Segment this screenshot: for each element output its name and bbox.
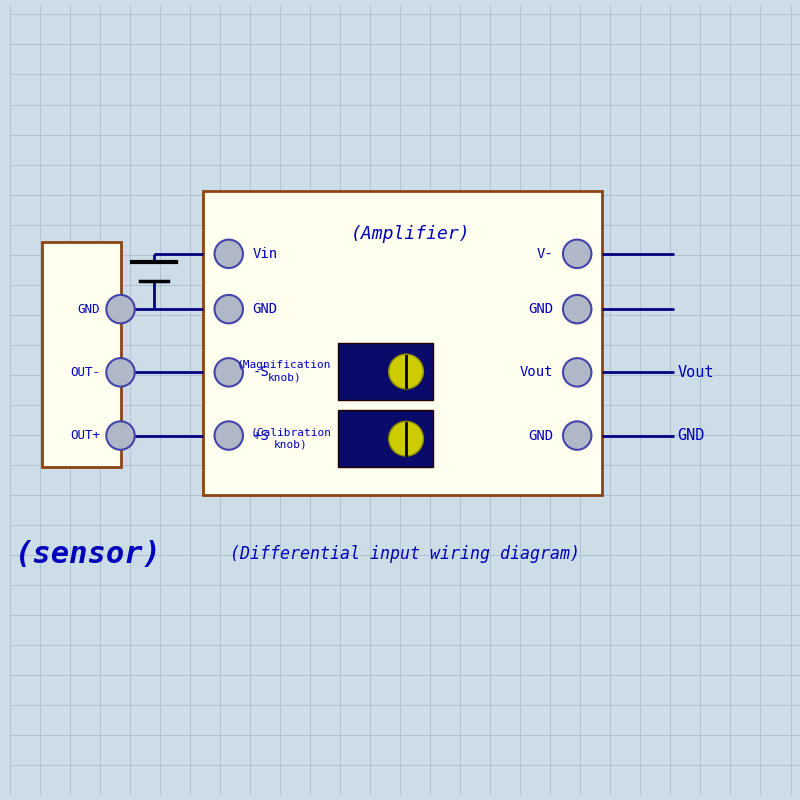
Text: (sensor): (sensor) [15,539,162,569]
Circle shape [563,295,591,323]
FancyBboxPatch shape [203,190,602,495]
Text: OUT-: OUT- [70,366,100,379]
Circle shape [214,295,243,323]
Text: GND: GND [253,302,278,316]
Text: -S: -S [253,366,270,379]
Bar [338,343,433,400]
Text: (Calibration
knob): (Calibration knob) [250,427,331,450]
Circle shape [563,240,591,268]
Text: GND: GND [528,302,554,316]
Text: Vout: Vout [678,365,714,380]
Text: (Differential input wiring diagram): (Differential input wiring diagram) [230,545,580,563]
Circle shape [563,358,591,386]
Text: Vin: Vin [253,247,278,261]
Circle shape [106,295,134,323]
FancyBboxPatch shape [42,242,121,467]
Text: GND: GND [528,429,554,442]
Text: V-: V- [537,247,554,261]
Circle shape [214,358,243,386]
Circle shape [389,354,423,389]
Text: OUT+: OUT+ [70,429,100,442]
Text: +S: +S [253,429,270,442]
Text: (Magnification
knob): (Magnification knob) [237,360,331,382]
Circle shape [106,358,134,386]
Circle shape [106,422,134,450]
Circle shape [214,240,243,268]
Bar [338,410,433,467]
Circle shape [563,422,591,450]
Text: GND: GND [78,302,100,316]
Text: Vout: Vout [520,366,554,379]
Circle shape [389,422,423,456]
Text: (Amplifier): (Amplifier) [351,225,470,243]
Text: GND: GND [678,428,705,443]
Circle shape [214,422,243,450]
